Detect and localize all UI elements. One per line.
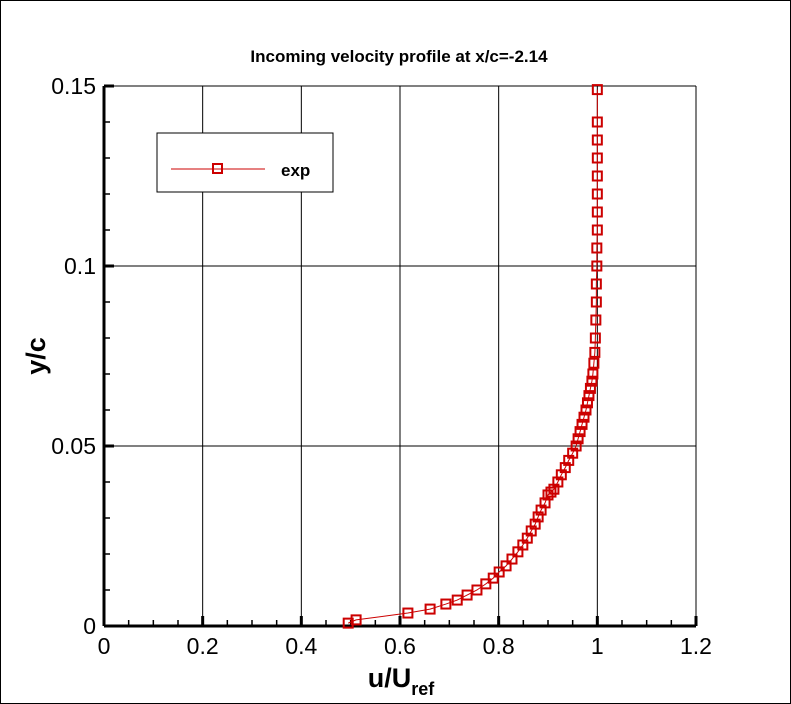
legend: exp (156, 132, 334, 193)
x-axis-label: u/Uref (368, 663, 436, 699)
x-tick-label: 0.2 (187, 633, 219, 659)
data-point (570, 440, 582, 452)
data-point (590, 296, 602, 308)
data-point (588, 357, 600, 369)
data-point (559, 462, 571, 474)
data-point (591, 116, 603, 128)
data-point (552, 476, 564, 488)
data-point (583, 390, 595, 402)
data-point (591, 260, 603, 272)
data-point (589, 332, 601, 344)
data-point (532, 511, 544, 523)
y-tick-label: 0.15 (51, 73, 96, 99)
series-line (348, 89, 598, 624)
legend-box (156, 132, 334, 193)
x-tick-label: 0.4 (285, 633, 317, 659)
chart-title: Incoming velocity profile at x/c=-2.14 (250, 47, 548, 66)
data-point (591, 152, 603, 164)
data-point (590, 278, 602, 290)
data-point (493, 566, 505, 578)
x-axis-label-subscript: ref (411, 679, 435, 699)
axis-ticks: 0 0.2 0.4 0.6 0.8 1 1.2 0 0.05 0.1 0.15 (51, 73, 712, 659)
y-axis-label: y/c (21, 337, 51, 375)
x-axis-label-main: u/U (368, 663, 412, 693)
data-point (591, 188, 603, 200)
data-point (539, 497, 551, 509)
data-point (578, 411, 590, 423)
data-point (342, 617, 354, 629)
data-point (402, 607, 414, 619)
data-point (576, 418, 588, 430)
data-point (471, 584, 483, 596)
data-point (542, 489, 554, 501)
x-tick-label: 0 (98, 633, 111, 659)
data-point (545, 486, 557, 498)
x-tick-label: 0.6 (384, 633, 416, 659)
data-point (424, 603, 436, 615)
data-point (529, 518, 541, 530)
y-tick-label: 0 (83, 613, 96, 639)
data-point (591, 224, 603, 236)
data-point (591, 242, 603, 254)
data-point (591, 134, 603, 146)
data-point (440, 598, 452, 610)
data-point (580, 404, 592, 416)
data-point (584, 382, 596, 394)
x-tick-label: 1.2 (680, 633, 712, 659)
data-point (574, 426, 586, 438)
data-point (567, 447, 579, 459)
data-point (590, 314, 602, 326)
data-point (589, 346, 601, 358)
data-point (587, 368, 599, 380)
x-tick-label: 0.8 (483, 633, 515, 659)
legend-label-exp: exp (281, 161, 310, 180)
data-point (506, 553, 518, 565)
y-tick-label: 0.05 (51, 433, 96, 459)
data-point (591, 84, 603, 96)
y-tick-label: 0.1 (64, 253, 96, 279)
data-point (591, 206, 603, 218)
data-point (581, 397, 593, 409)
data-point (586, 375, 598, 387)
series-exp (342, 84, 603, 629)
x-tick-label: 1 (591, 633, 604, 659)
data-point (350, 614, 362, 626)
data-point (480, 578, 492, 590)
data-point (487, 572, 499, 584)
data-point (572, 433, 584, 445)
data-point (591, 170, 603, 182)
legend-marker-square-icon (212, 163, 223, 174)
data-point (500, 560, 512, 572)
